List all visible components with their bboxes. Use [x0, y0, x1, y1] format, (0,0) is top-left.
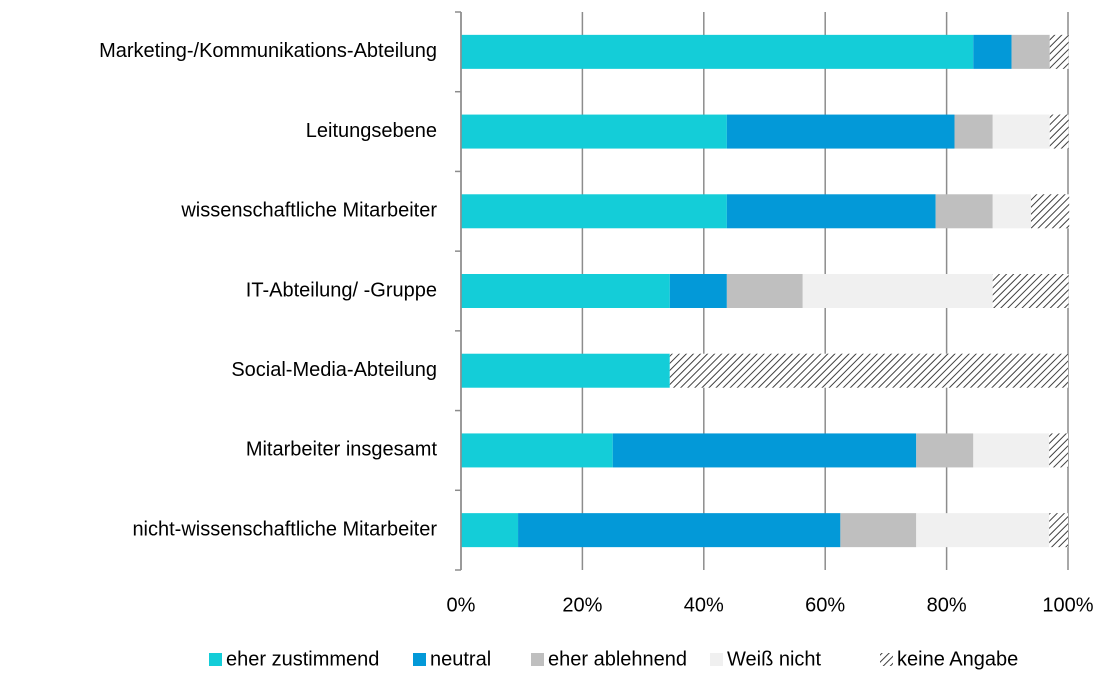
- bar-segment: [461, 114, 727, 149]
- bar-segment: [612, 433, 917, 468]
- bar-segment: [461, 433, 613, 468]
- bar-segment: [916, 513, 1050, 548]
- legend-label: eher ablehnend: [548, 648, 687, 670]
- x-tick-label: 20%: [562, 594, 602, 616]
- legend-swatch: [710, 653, 723, 666]
- bar-segment: [461, 513, 519, 548]
- y-tick-label: IT-Abteilung/ -Gruppe: [246, 279, 437, 301]
- bar-segment: [973, 433, 1050, 468]
- y-tick-label: wissenschaftliche Mitarbeiter: [180, 200, 437, 222]
- legend-swatch: [880, 653, 893, 666]
- bar-segment: [954, 114, 993, 149]
- legend-swatch: [413, 653, 426, 666]
- x-tick-label: 80%: [927, 594, 967, 616]
- bar-segment: [726, 114, 955, 149]
- y-tick-label: Social-Media-Abteilung: [231, 359, 437, 381]
- x-tick-label: 0%: [447, 594, 476, 616]
- bar-segment: [669, 353, 1068, 388]
- bar-segment: [1049, 34, 1069, 69]
- bar-segment: [461, 353, 670, 388]
- x-tick-label: 60%: [805, 594, 845, 616]
- bar-segment: [518, 513, 841, 548]
- bar-segment: [726, 274, 803, 308]
- bar-segment: [992, 194, 1031, 229]
- bar-segment: [1049, 513, 1068, 548]
- bar-segment: [916, 433, 974, 468]
- legend-label: keine Angabe: [897, 648, 1018, 670]
- bar-segment: [992, 114, 1050, 149]
- bar-segment: [1011, 34, 1050, 69]
- bar-segment: [461, 34, 974, 69]
- bar-segment: [1049, 114, 1069, 149]
- y-tick-label: Mitarbeiter insgesamt: [246, 439, 438, 461]
- bar-segment: [802, 274, 993, 308]
- bar-segment: [992, 274, 1069, 308]
- bar-segment: [1030, 194, 1070, 229]
- bar-segment: [973, 34, 1012, 69]
- bar-segment: [461, 194, 727, 229]
- bar-segment: [840, 513, 917, 548]
- y-tick-label: Marketing-/Kommunikations-Abteilung: [99, 40, 437, 62]
- legend-label: neutral: [430, 648, 491, 670]
- bar-segment: [1049, 433, 1068, 468]
- y-tick-label: Leitungsebene: [306, 120, 437, 142]
- bar-segment: [669, 274, 727, 308]
- legend-swatch: [209, 653, 222, 666]
- legend-swatch: [531, 653, 544, 666]
- x-tick-label: 40%: [684, 594, 724, 616]
- x-tick-label: 100%: [1042, 594, 1093, 616]
- legend-label: eher zustimmend: [226, 648, 379, 670]
- bar-segment: [935, 194, 993, 229]
- bar-segment: [726, 194, 936, 229]
- legend-label: Weiß nicht: [727, 648, 822, 670]
- bar-segment: [461, 274, 670, 308]
- y-tick-label: nicht-wissenschaftliche Mitarbeiter: [132, 518, 437, 540]
